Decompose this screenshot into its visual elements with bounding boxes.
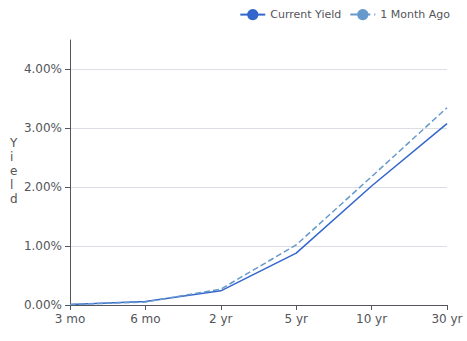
svg-text:10 yr: 10 yr — [356, 312, 387, 326]
svg-text:3 mo: 3 mo — [55, 312, 85, 326]
svg-text:i: i — [10, 150, 13, 164]
svg-text:Y: Y — [9, 136, 18, 150]
svg-text:0.00%: 0.00% — [24, 298, 62, 312]
svg-text:3.00%: 3.00% — [24, 121, 62, 135]
svg-text:5 yr: 5 yr — [284, 312, 308, 326]
svg-text:e: e — [10, 164, 17, 178]
svg-text:4.00%: 4.00% — [24, 62, 62, 76]
svg-text:l: l — [10, 178, 13, 192]
svg-text:d: d — [10, 192, 18, 206]
svg-text:30 yr: 30 yr — [431, 312, 462, 326]
svg-text:6 mo: 6 mo — [130, 312, 160, 326]
svg-text:Current Yield: Current Yield — [270, 8, 341, 21]
svg-text:2 yr: 2 yr — [209, 312, 233, 326]
svg-text:1.00%: 1.00% — [24, 239, 62, 253]
svg-text:2.00%: 2.00% — [24, 180, 62, 194]
svg-text:1 Month Ago: 1 Month Ago — [380, 8, 450, 21]
